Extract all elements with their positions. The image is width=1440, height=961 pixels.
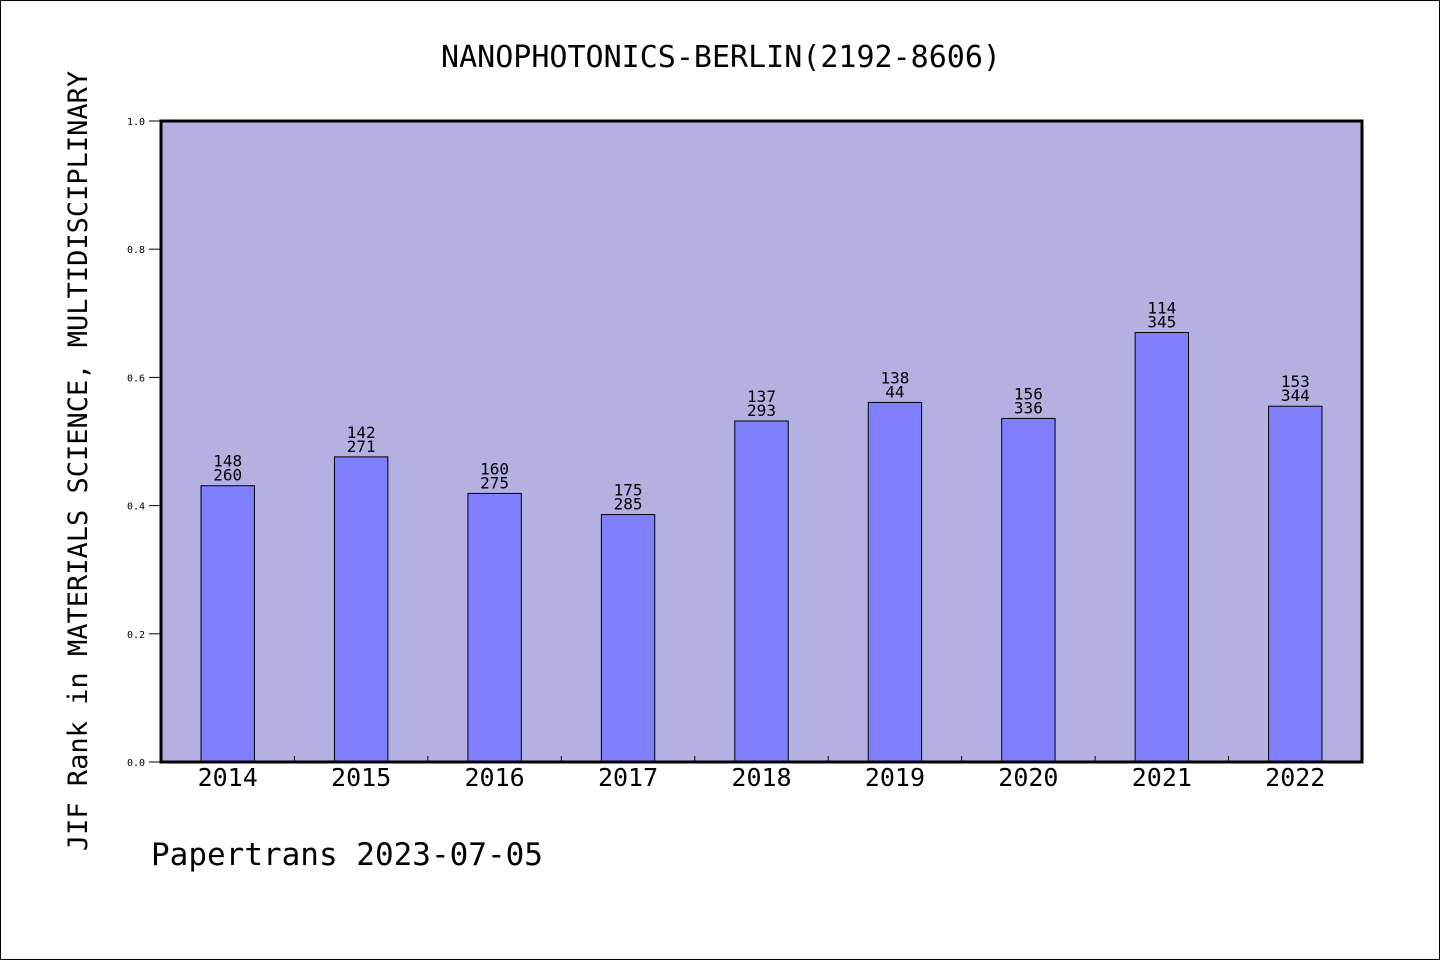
bar-2016	[467, 492, 522, 763]
x-tick-label-2019: 2019	[865, 763, 925, 792]
bar-2021	[1134, 332, 1190, 763]
x-tick-label-2014: 2014	[198, 763, 258, 792]
data-label-top-2016: 160	[480, 459, 509, 478]
data-label-top-2019: 138	[880, 368, 909, 387]
data-label-top-2014: 148	[213, 452, 242, 471]
data-label-bottom-2018: 293	[747, 401, 776, 420]
y-tick-label: 0.2	[127, 630, 145, 641]
data-label-bottom-2016: 275	[480, 473, 509, 492]
data-label-bottom-2014: 260	[213, 466, 242, 485]
data-label-bottom-2022: 344	[1281, 386, 1310, 405]
bar-2019	[867, 401, 923, 763]
y-tick-label: 0.4	[127, 502, 145, 513]
data-label-top-2018: 137	[747, 387, 776, 406]
plot-border	[159, 119, 1364, 764]
data-label-top-2015: 142	[347, 423, 376, 442]
bar-2017	[600, 514, 656, 763]
bars-group	[200, 332, 1323, 763]
data-label-top-2020: 156	[1014, 384, 1043, 403]
data-label-bottom-2021: 345	[1147, 313, 1176, 332]
data-label-bottom-2019: 44	[885, 382, 904, 401]
x-tick-label-2022: 2022	[1265, 763, 1325, 792]
bar-2020	[1001, 417, 1056, 763]
data-label-bottom-2020: 336	[1014, 398, 1043, 417]
x-tick-label-2020: 2020	[998, 763, 1058, 792]
x-tick-label-2015: 2015	[331, 763, 391, 792]
bar-2014	[200, 485, 255, 763]
data-label-bottom-2017: 285	[614, 495, 643, 514]
x-axis-tick-labels: 2014 2015 2016 2017 2018 2019 2020 2021 2022	[198, 763, 1326, 792]
y-tick-label: 0.6	[127, 373, 145, 384]
y-tick-label: 1.0	[127, 117, 145, 128]
bar-2022	[1268, 405, 1323, 763]
data-label-bottom-2015: 271	[347, 437, 376, 456]
x-tick-label-2017: 2017	[598, 763, 658, 792]
x-tick-label-2018: 2018	[731, 763, 791, 792]
x-tick-label-2021: 2021	[1132, 763, 1192, 792]
y-tick-label: 0.0	[127, 758, 145, 769]
bar-2015	[333, 456, 389, 763]
y-axis-ticks: 0.0 0.2 0.4 0.6 0.8 1.0	[127, 117, 161, 769]
y-axis-label: JIF Rank in MATERIALS SCIENCE, MULTIDISC…	[63, 71, 94, 851]
data-label-top-2022: 153	[1281, 372, 1310, 391]
y-tick-label: 0.8	[127, 245, 145, 256]
chart-title: NANOPHOTONICS-BERLIN(2192-8606)	[441, 40, 1001, 75]
footer-source: Papertrans 2023-07-05	[151, 837, 543, 873]
data-label-top-2021: 114	[1147, 299, 1176, 318]
data-label-top-2017: 175	[614, 481, 643, 500]
x-tick-label-2016: 2016	[465, 763, 525, 792]
bar-2018	[734, 420, 789, 763]
